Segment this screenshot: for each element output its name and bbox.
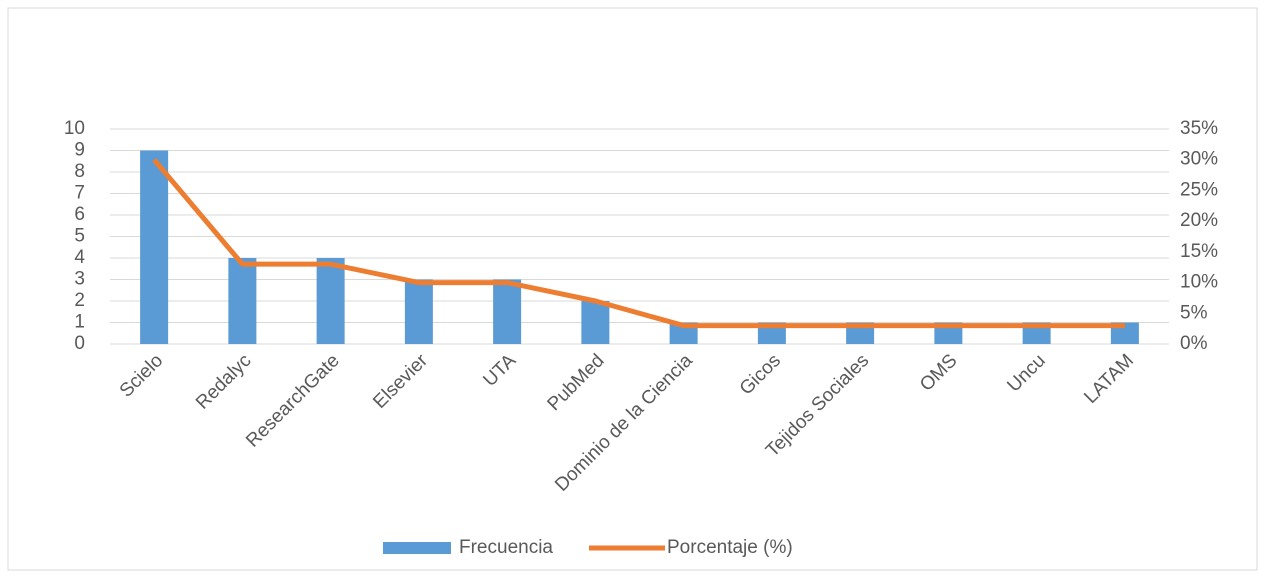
y2-tick-label: 25% (1180, 179, 1218, 200)
y2-tick-label: 20% (1180, 210, 1218, 231)
y2-tick-label: 0% (1180, 333, 1208, 354)
bar (581, 301, 610, 344)
y2-tick-label: 15% (1180, 241, 1218, 262)
y-tick-label: 10 (64, 118, 85, 139)
bar (404, 279, 433, 344)
y2-tick-label: 5% (1180, 302, 1208, 323)
line-series (152, 158, 1125, 329)
y-tick-label: 1 (74, 312, 85, 333)
y2-tick-label: 30% (1180, 149, 1218, 170)
legend-label: Porcentaje (%) (667, 537, 793, 558)
y-tick-label: 5 (74, 226, 85, 247)
y-tick-label: 8 (74, 161, 85, 182)
y-tick-label: 3 (74, 269, 85, 290)
y-tick-label: 2 (74, 290, 85, 311)
bar (493, 279, 522, 344)
bar (316, 258, 345, 344)
y-tick-label: 4 (74, 247, 85, 268)
y2-tick-label: 35% (1180, 118, 1218, 139)
y-tick-label: 0 (74, 333, 85, 354)
bar (140, 150, 169, 344)
bar (228, 258, 257, 344)
y-tick-label: 9 (74, 140, 85, 161)
y-tick-label: 7 (74, 183, 85, 204)
chart-frame (7, 7, 1258, 571)
y2-tick-label: 10% (1180, 272, 1218, 293)
legend-label: Frecuencia (459, 537, 553, 558)
legend-swatch (383, 542, 451, 554)
y-tick-label: 6 (74, 204, 85, 225)
